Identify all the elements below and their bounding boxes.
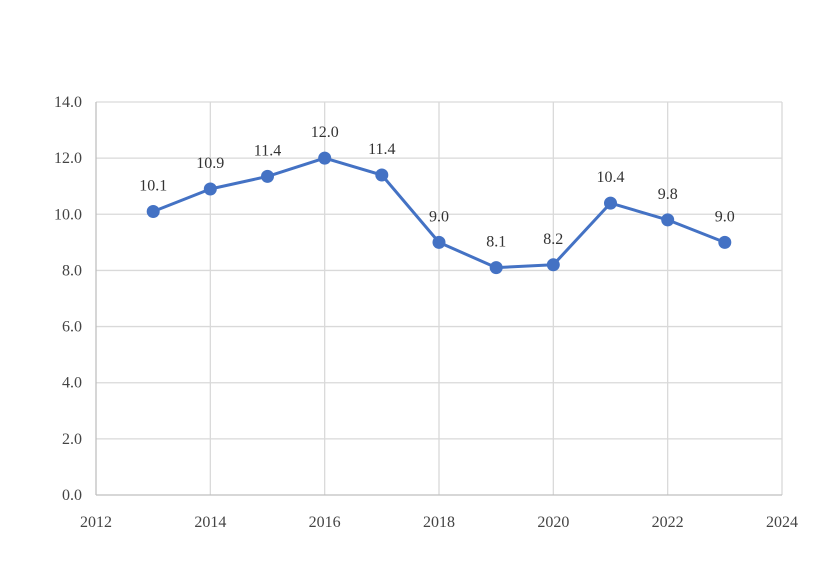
y-axis-tick-labels: 0.0 2.0 4.0 6.0 8.0 10.0 12.0 14.0 [54,94,82,504]
y-tick-label: 6.0 [62,319,82,336]
data-label: 8.1 [486,234,506,251]
series-layer [146,151,732,275]
data-point [546,258,560,272]
axes [95,102,782,496]
y-tick-label: 14.0 [54,94,82,111]
y-tick-label: 4.0 [62,375,82,392]
data-label: 9.8 [658,186,678,203]
data-label: 10.4 [597,169,625,186]
gridlines [96,101,783,495]
x-tick-label: 2024 [766,514,798,531]
x-tick-label: 2016 [309,514,341,531]
data-point [604,196,617,210]
data-label: 10.9 [196,155,224,172]
data-point [261,169,274,183]
y-tick-label: 10.0 [54,206,82,223]
data-point [375,168,389,182]
x-tick-label: 2018 [423,514,455,531]
data-labels: 10.1 10.9 11.4 12.0 11.4 9.0 8.1 8.2 10.4 9.8 9.0 [139,124,735,251]
y-tick-label: 0.0 [62,487,82,504]
data-point [489,261,503,275]
y-tick-label: 2.0 [62,431,82,448]
data-point [661,213,675,227]
data-label: 9.0 [715,208,735,225]
data-point [718,235,732,249]
data-label: 12.0 [311,124,339,141]
x-tick-label: 2020 [537,514,569,531]
data-point [318,151,332,165]
data-point [146,205,160,218]
x-axis-tick-labels: 2012 2014 2016 2018 2020 2022 2024 [80,514,798,531]
data-label: 9.0 [429,208,449,225]
data-label: 11.4 [368,141,395,158]
data-label: 8.2 [543,231,563,248]
data-label: 11.4 [254,142,281,159]
data-point [203,182,217,196]
y-tick-label: 12.0 [54,150,82,167]
y-tick-label: 8.0 [62,262,82,279]
data-point [432,235,446,249]
data-label: 10.1 [139,178,167,195]
x-tick-label: 2022 [652,514,684,531]
x-tick-label: 2014 [194,514,226,531]
x-tick-label: 2012 [80,514,112,531]
